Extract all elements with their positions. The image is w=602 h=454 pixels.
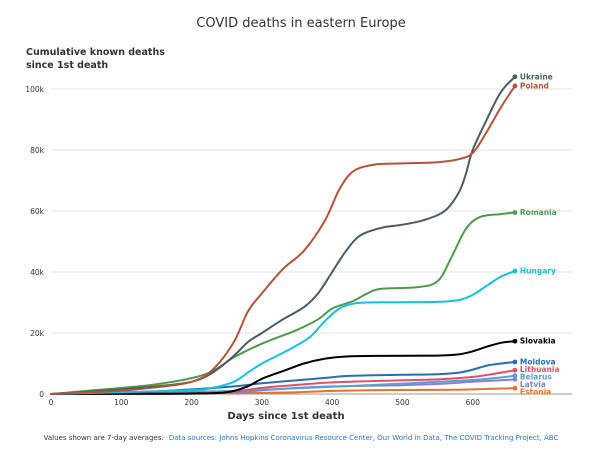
series-label-hungary: Hungary — [520, 267, 556, 276]
series-label-poland: Poland — [520, 81, 549, 90]
series-endpoint-moldova — [512, 359, 518, 365]
series-line-belarus — [50, 374, 516, 395]
y-axis-label-line-2: since 1st death — [26, 60, 108, 71]
y-tick-label: 80k — [30, 146, 45, 155]
series-label-ukraine: Ukraine — [520, 72, 553, 81]
y-tick-label: 0 — [39, 390, 44, 399]
x-tick-label: 500 — [395, 398, 410, 407]
y-tick-label: 20k — [30, 329, 45, 338]
y-axis-label-line-1: Cumulative known deaths — [26, 47, 165, 58]
series-endpoint-slovakia — [512, 338, 518, 344]
series-endpoint-estonia — [512, 385, 518, 391]
series-line-hungary — [50, 270, 516, 395]
y-tick-label: 60k — [30, 207, 45, 216]
series-endpoint-belarus — [512, 373, 518, 379]
y-axis-ticks: 0 20k 40k 60k 80k 100k — [25, 85, 44, 399]
x-axis-ticks: 0 100 200 300 400 500 600 — [49, 398, 481, 407]
series-label-lithuania: Lithuania — [520, 365, 560, 374]
series-label-slovakia: Slovakia — [520, 337, 556, 346]
series-label-estonia: Estonia — [520, 388, 551, 397]
series-endpoint-hungary — [512, 268, 518, 274]
series-endpoint-lithuania — [512, 367, 518, 373]
series-label-belarus: Belarus — [520, 373, 552, 382]
chart-title: COVID deaths in eastern Europe — [196, 16, 405, 31]
x-tick-label: 400 — [325, 398, 340, 407]
series-label-latvia: Latvia — [520, 380, 546, 389]
gridlines — [51, 88, 572, 334]
x-tick-label: 0 — [49, 398, 54, 407]
series-lines — [50, 74, 518, 395]
series-endpoint-poland — [512, 83, 518, 89]
y-tick-label: 40k — [30, 268, 45, 277]
series-label-romania: Romania — [520, 208, 557, 217]
series-line-slovakia — [50, 340, 516, 395]
series-line-romania — [50, 211, 516, 395]
series-line-poland — [50, 84, 516, 395]
x-tick-label: 100 — [114, 398, 129, 407]
series-label-moldova: Moldova — [520, 357, 556, 366]
footer-note: Values shown are 7-day averages. — [44, 434, 164, 442]
series-endpoint-ukraine — [512, 74, 518, 80]
series-endpoint-latvia — [512, 376, 518, 382]
footer-sources-link[interactable]: Data sources: Johns Hopkins Coronavirus … — [169, 434, 559, 442]
x-axis-label: Days since 1st death — [227, 411, 344, 422]
x-tick-label: 300 — [255, 398, 270, 407]
series-endpoint-romania — [512, 210, 518, 215]
y-tick-label: 100k — [25, 85, 44, 94]
series-line-ukraine — [50, 75, 516, 395]
footer-text: Values shown are 7-day averages. Data so… — [44, 434, 559, 442]
x-tick-label: 600 — [466, 398, 481, 407]
x-tick-label: 200 — [184, 398, 199, 407]
